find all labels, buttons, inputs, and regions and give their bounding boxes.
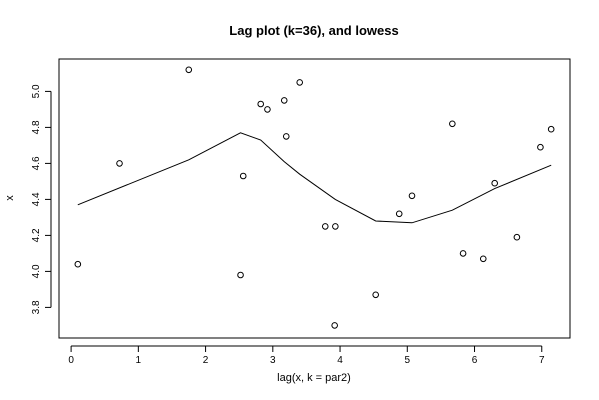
data-point xyxy=(282,133,290,140)
x-axis: 0 1 2 3 4 5 6 7 xyxy=(68,345,545,366)
data-point xyxy=(264,106,271,113)
y-tick-label: 4.2 xyxy=(31,228,42,242)
data-point xyxy=(332,223,339,230)
y-tick-label: 4.4 xyxy=(31,192,42,206)
data-point xyxy=(257,100,265,108)
data-point xyxy=(449,120,456,128)
data-point xyxy=(237,271,244,279)
data-point xyxy=(408,192,416,200)
x-tick-label: 3 xyxy=(270,355,276,366)
y-tick-label: 4.6 xyxy=(31,156,42,170)
data-point xyxy=(372,291,379,299)
chart-title: Lag plot (k=36), and lowess xyxy=(229,23,398,38)
y-tick-label: 5.0 xyxy=(31,84,42,98)
data-point xyxy=(296,79,304,86)
data-point xyxy=(185,66,193,74)
x-tick-label: 1 xyxy=(136,355,142,366)
y-tick-label: 4.0 xyxy=(31,264,42,278)
data-point xyxy=(459,250,467,257)
x-tick-label: 7 xyxy=(539,355,545,366)
x-tick-label: 2 xyxy=(203,355,209,366)
data-point xyxy=(547,125,555,133)
chart-marks xyxy=(74,66,555,329)
plot-frame xyxy=(58,58,571,339)
y-axis-label: x xyxy=(4,195,16,201)
data-point xyxy=(280,97,288,104)
lowess-line xyxy=(77,132,552,224)
data-point xyxy=(331,322,338,329)
data-point xyxy=(321,223,329,230)
data-point xyxy=(537,143,544,151)
x-tick-label: 5 xyxy=(405,355,411,366)
data-point xyxy=(491,179,498,187)
x-tick-label: 4 xyxy=(337,355,343,366)
data-point xyxy=(479,255,487,263)
data-point xyxy=(513,233,521,241)
y-tick-label: 3.8 xyxy=(31,300,42,314)
data-point xyxy=(395,210,403,218)
y-axis: 3.8 4.0 4.2 4.4 4.6 4.8 5.0 xyxy=(31,84,52,314)
x-tick-label: 6 xyxy=(472,355,478,366)
y-tick-label: 4.8 xyxy=(31,120,42,134)
data-point xyxy=(74,260,82,268)
x-axis-label: lag(x, k = par2) xyxy=(277,372,351,384)
data-point xyxy=(239,172,247,180)
data-point xyxy=(116,160,123,167)
x-tick-label: 0 xyxy=(68,355,74,366)
